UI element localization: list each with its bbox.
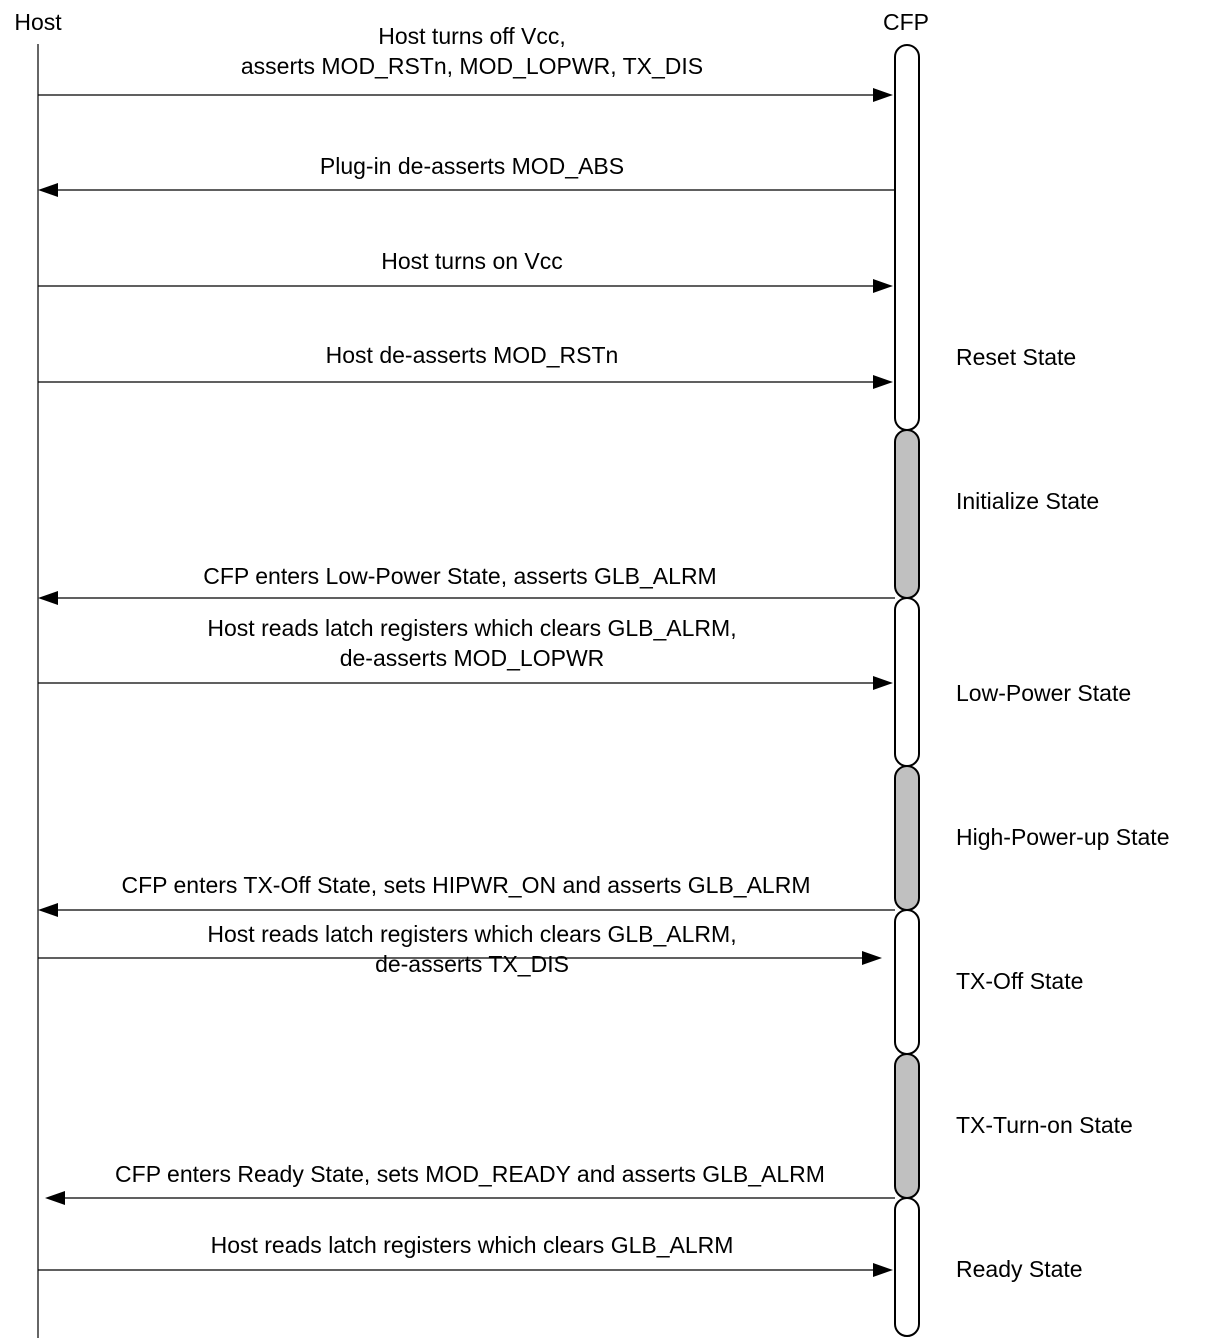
message-arrowhead xyxy=(873,279,893,293)
state-label-4: High-Power-up State xyxy=(956,824,1170,850)
message-7: CFP enters TX-Off State, sets HIPWR_ON a… xyxy=(38,872,895,917)
state-label-7: Ready State xyxy=(956,1256,1083,1282)
state-label-1: Reset State xyxy=(956,344,1076,370)
message-arrows: Host turns off Vcc, asserts MOD_RSTn, MOD… xyxy=(38,23,895,1277)
message-label: de-asserts TX_DIS xyxy=(375,951,569,977)
state-bar-5 xyxy=(894,909,920,1055)
message-label: Host turns off Vcc, xyxy=(378,23,565,49)
state-label-2: Initialize State xyxy=(956,488,1099,514)
message-arrowhead xyxy=(873,375,893,389)
message-5: CFP enters Low-Power State, asserts GLB_… xyxy=(38,563,895,605)
message-label: Host reads latch registers which clears … xyxy=(207,921,736,947)
message-label: Plug-in de-asserts MOD_ABS xyxy=(320,153,624,179)
message-arrowhead xyxy=(45,1191,65,1205)
message-arrowhead xyxy=(38,903,58,917)
message-label: Host turns on Vcc xyxy=(381,248,563,274)
message-arrowhead xyxy=(873,88,893,102)
state-bar-7 xyxy=(894,1197,920,1337)
message-label: Host de-asserts MOD_RSTn xyxy=(326,342,619,368)
message-label: CFP enters Ready State, sets MOD_READY a… xyxy=(115,1161,825,1187)
state-label-6: TX-Turn-on State xyxy=(956,1112,1133,1138)
message-label: Host reads latch registers which clears … xyxy=(211,1232,734,1258)
message-10: Host reads latch registers which clears … xyxy=(38,1232,893,1277)
message-label: de-asserts MOD_LOPWR xyxy=(340,645,605,671)
message-arrowhead xyxy=(862,951,882,965)
message-1: Host turns off Vcc, asserts MOD_RSTn, MOD… xyxy=(38,23,893,102)
message-label: CFP enters TX-Off State, sets HIPWR_ON a… xyxy=(122,872,811,898)
message-9: CFP enters Ready State, sets MOD_READY a… xyxy=(45,1161,895,1205)
message-4: Host de-asserts MOD_RSTn xyxy=(38,342,893,389)
state-bar-4 xyxy=(894,765,920,911)
message-2: Plug-in de-asserts MOD_ABS xyxy=(38,153,895,197)
message-arrowhead xyxy=(38,591,58,605)
state-bar-3 xyxy=(894,597,920,767)
message-label: Host reads latch registers which clears … xyxy=(207,615,736,641)
cfp-participant-label: CFP xyxy=(883,9,929,35)
state-label-3: Low-Power State xyxy=(956,680,1131,706)
state-bar-1 xyxy=(894,44,920,431)
state-label-5: TX-Off State xyxy=(956,968,1083,994)
message-arrowhead xyxy=(873,1263,893,1277)
state-bar-6 xyxy=(894,1053,920,1199)
message-arrowhead xyxy=(873,676,893,690)
message-8: Host reads latch registers which clears … xyxy=(38,921,882,977)
state-labels: Reset State Initialize State Low-Power Sta… xyxy=(956,344,1170,1282)
message-3: Host turns on Vcc xyxy=(38,248,893,293)
message-label: CFP enters Low-Power State, asserts GLB_… xyxy=(203,563,716,589)
host-participant-label: Host xyxy=(14,9,62,35)
message-label: asserts MOD_RSTn, MOD_LOPWR, TX_DIS xyxy=(241,53,703,79)
cfp-state-bars xyxy=(894,44,920,1337)
state-bar-2 xyxy=(894,429,920,599)
message-6: Host reads latch registers which clears … xyxy=(38,615,893,690)
message-arrowhead xyxy=(38,183,58,197)
